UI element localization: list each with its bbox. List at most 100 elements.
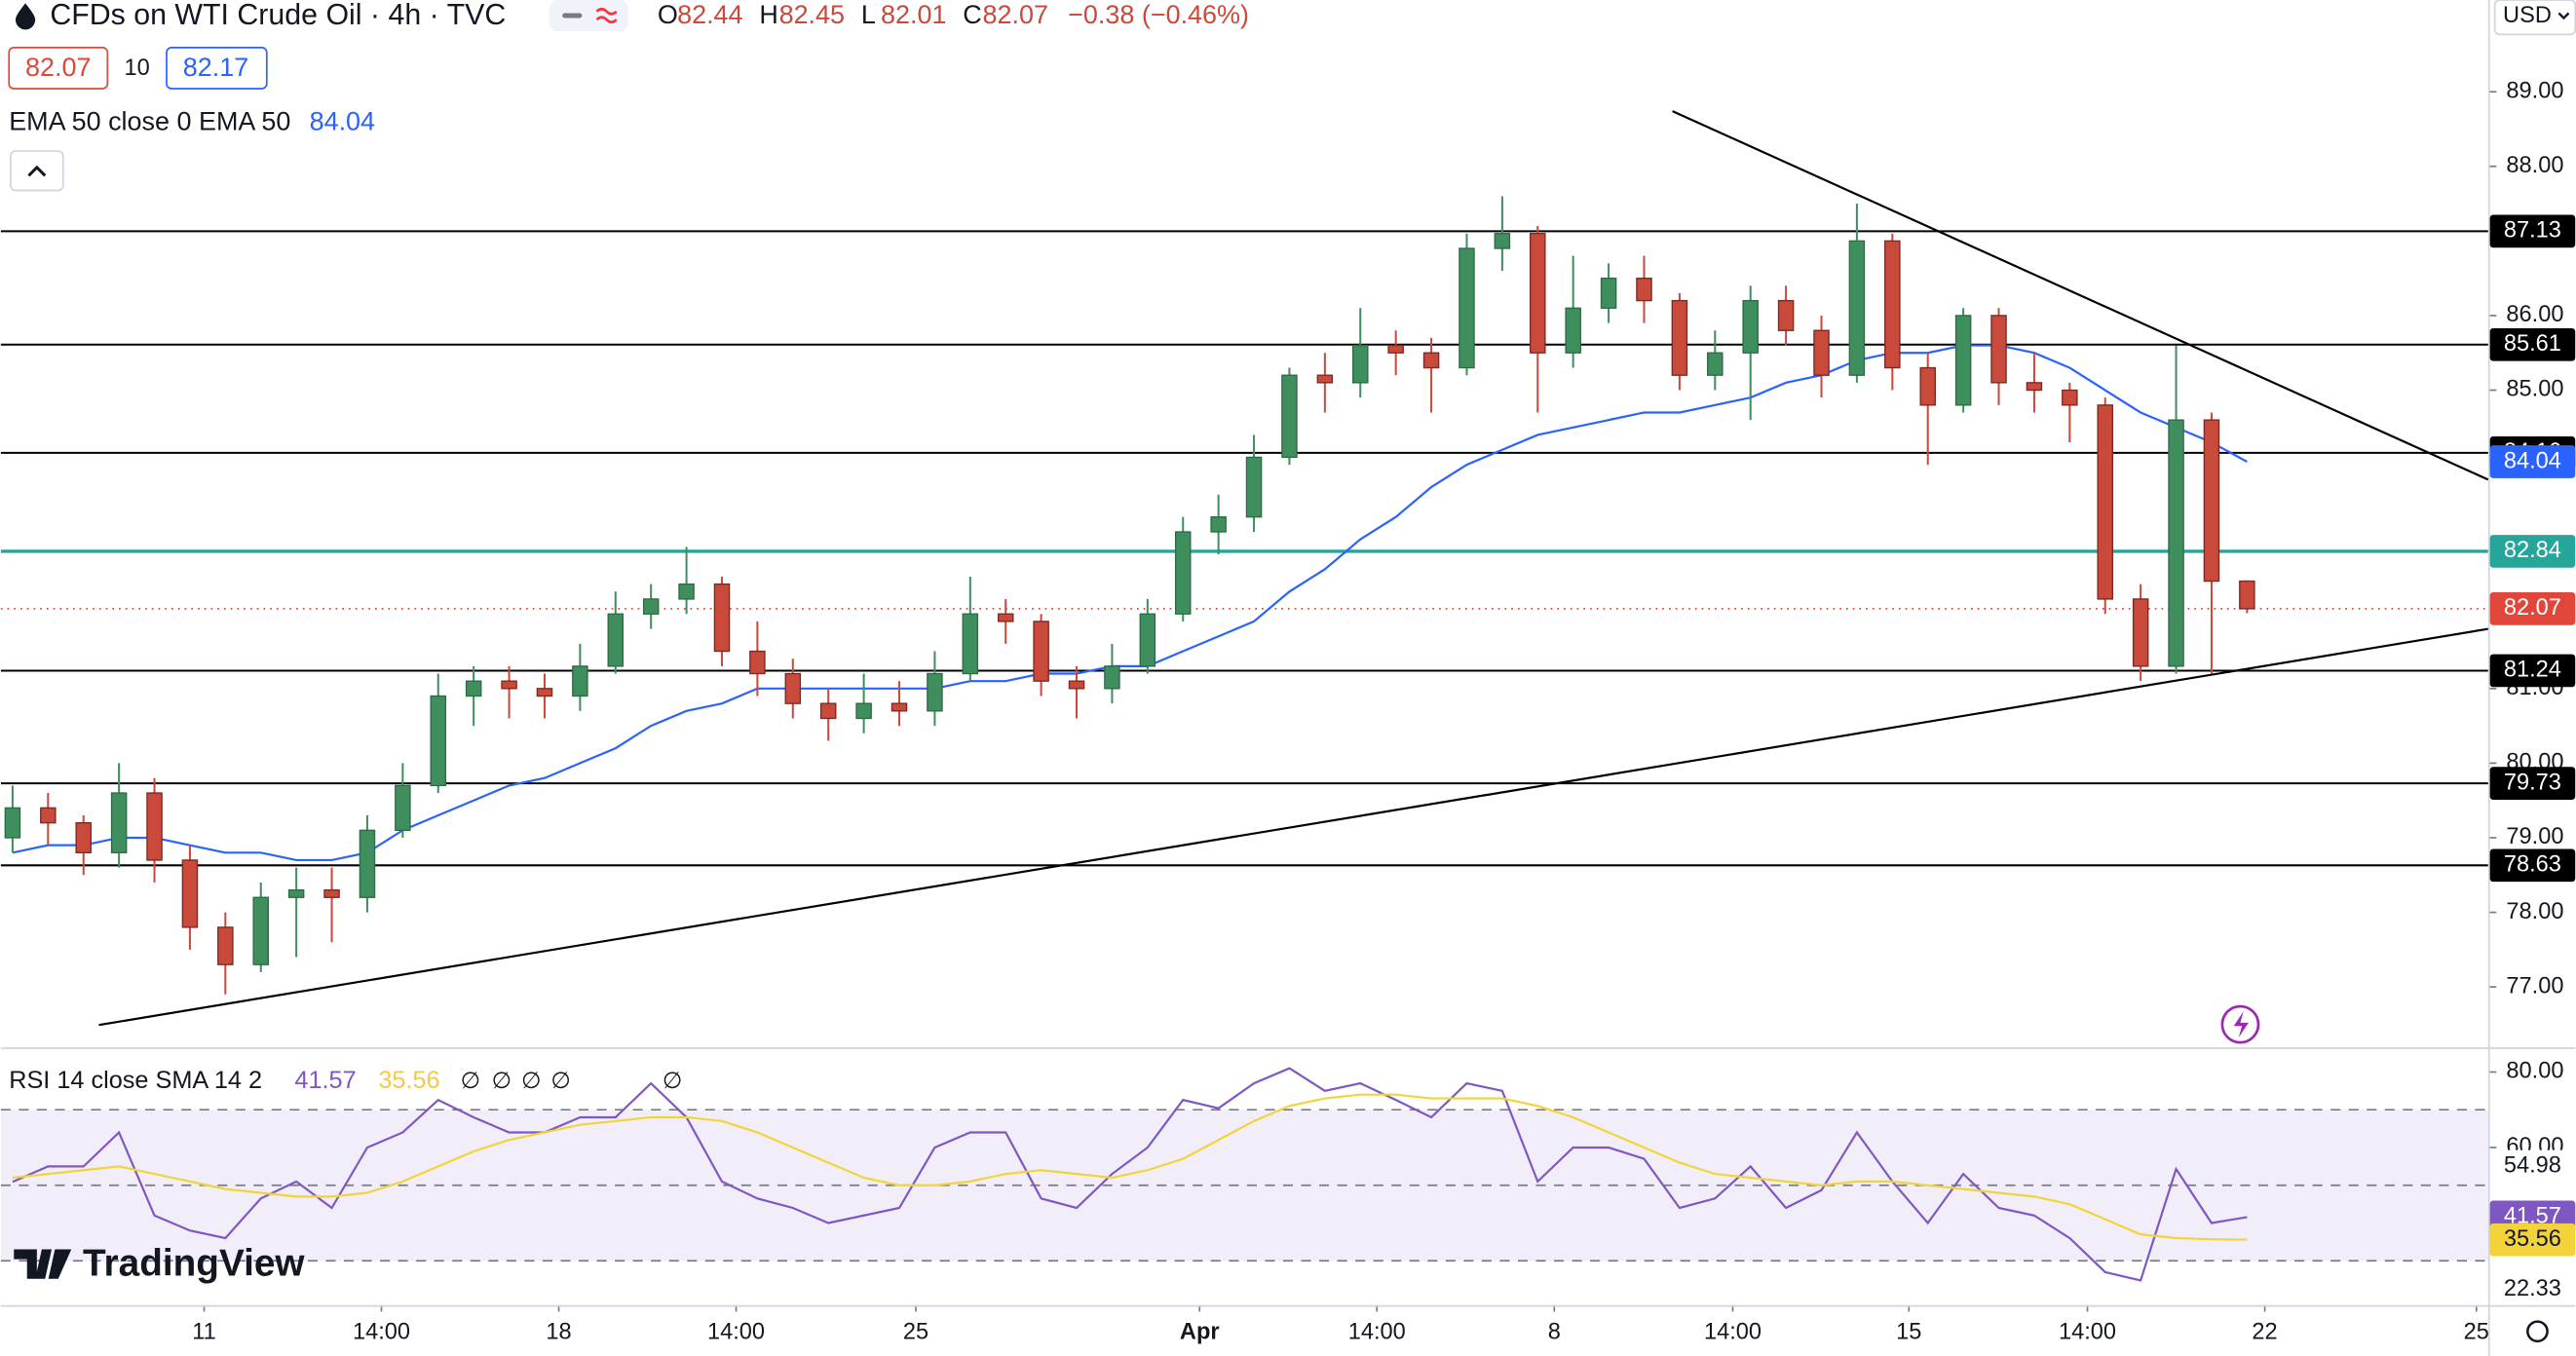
candle-body — [713, 583, 731, 653]
status-pill[interactable] — [549, 0, 628, 32]
ema-line — [12, 344, 2248, 862]
candle-body — [1139, 613, 1156, 667]
x-tick-label: Apr — [1180, 1319, 1220, 1344]
x-tick-label: 22 — [2252, 1319, 2277, 1344]
level-badge-bg — [2489, 767, 2576, 800]
status-icon — [562, 13, 583, 19]
ohlc-value: 82.45 — [779, 0, 845, 29]
candle-body — [607, 613, 625, 667]
level-badge-bg — [2489, 848, 2576, 883]
ohlc-value: 82.44 — [677, 0, 742, 29]
na-marker: ∅ — [461, 1068, 481, 1093]
ema-badge-bg — [2489, 445, 2576, 478]
price-pane — [0, 110, 2488, 1027]
candle-body — [2203, 419, 2220, 583]
y-tick-label: 86.00 — [2506, 301, 2563, 326]
axes: 77.0078.0079.0080.0081.0085.0086.0087.00… — [192, 77, 2576, 1344]
candle-body — [359, 829, 376, 898]
rsi-band — [0, 1110, 2488, 1262]
level-badge-bg — [2489, 214, 2576, 248]
candle-body — [1494, 233, 1511, 249]
candle-body — [890, 702, 908, 712]
ema-legend[interactable]: EMA 50 close 0 EMA 50 — [9, 107, 290, 136]
candle-body — [1210, 516, 1227, 533]
level-badge: 78.63 — [2504, 851, 2561, 877]
ema-badge: 84.04 — [2504, 447, 2561, 472]
candle-body — [465, 680, 482, 697]
ask-price: 82.17 — [183, 53, 248, 82]
candle-body — [1848, 240, 1866, 376]
collapse-button[interactable] — [10, 150, 64, 192]
settings-button[interactable] — [2518, 1315, 2557, 1348]
candle-body — [749, 650, 766, 675]
candle-body — [1352, 344, 1369, 384]
sma-legend-value: 35.56 — [378, 1067, 439, 1094]
brand-name: TradingView — [83, 1243, 305, 1285]
candle-body — [642, 598, 660, 615]
sma-badge: 35.56 — [2504, 1225, 2561, 1251]
rsi-legend-value: 41.57 — [294, 1067, 356, 1094]
rsi-pane — [0, 1067, 2488, 1282]
candle-body — [855, 702, 872, 720]
level-badge: 87.13 — [2504, 217, 2561, 243]
candle-body — [1636, 277, 1652, 302]
y-tick-label: 77.00 — [2506, 972, 2563, 998]
candle-body — [819, 702, 837, 720]
candle-body — [997, 613, 1014, 622]
candle-body — [1387, 344, 1404, 354]
candle-body — [217, 926, 234, 965]
ohlc-key: O — [658, 0, 678, 29]
key-level-badge-bg — [2489, 535, 2576, 568]
candle-body — [1281, 374, 1298, 459]
candle-body — [4, 807, 21, 839]
candle-body — [110, 792, 128, 853]
x-tick-label: 14:00 — [1704, 1319, 1762, 1344]
level-badge: 81.24 — [2504, 657, 2561, 682]
y-tick-label: 79.00 — [2506, 823, 2563, 848]
currency-button[interactable] — [2493, 0, 2576, 36]
candle-body — [1600, 277, 1617, 309]
sma-badge-bg — [2489, 1223, 2576, 1257]
brand-logo — [14, 1249, 72, 1279]
x-tick-label: 15 — [1896, 1319, 1921, 1344]
candle-body — [2062, 389, 2078, 406]
candle-body — [252, 896, 269, 965]
rsi-axis-value-bg — [2489, 1149, 2576, 1184]
bid-box[interactable] — [8, 47, 109, 90]
rsi-legend-name[interactable]: RSI 14 close SMA 14 2 — [9, 1067, 262, 1094]
candle-body — [501, 680, 517, 690]
x-tick-label: 14:00 — [353, 1319, 410, 1344]
ohlc-key: H — [759, 0, 777, 29]
ohlc-value: 82.07 — [983, 0, 1048, 29]
candle-body — [2097, 404, 2113, 600]
x-tick-label: 18 — [546, 1319, 571, 1344]
bolt-icon — [2233, 1011, 2249, 1038]
candle-body — [1565, 307, 1581, 354]
ema-legend-value: 84.04 — [310, 107, 375, 136]
candle-body — [678, 583, 695, 600]
na-marker: ∅ — [521, 1068, 542, 1093]
trendline — [98, 627, 2488, 1027]
x-tick-label: 25 — [903, 1319, 928, 1344]
symbol-title[interactable]: CFDs on WTI Crude Oil · 4h · TVC — [50, 0, 506, 31]
candle-body — [1813, 329, 1830, 376]
rsi-line — [12, 1067, 2248, 1282]
candle-body — [962, 613, 979, 675]
candle-body — [323, 888, 340, 898]
candle-body — [1316, 374, 1334, 384]
ask-box[interactable] — [166, 47, 268, 90]
x-tick-label: 8 — [1548, 1319, 1561, 1344]
y-tick-label: 88.00 — [2506, 152, 2563, 177]
candle-body — [1033, 621, 1049, 682]
candle-body — [1458, 247, 1475, 369]
key-level-badge: 82.84 — [2504, 537, 2561, 562]
candle-body — [784, 672, 802, 704]
ohlc-key: C — [963, 0, 981, 29]
candle-body — [1707, 352, 1724, 376]
bid-price: 82.07 — [25, 53, 91, 82]
settings-icon — [2526, 1320, 2549, 1343]
last-price-badge: 82.07 — [2504, 594, 2561, 620]
candle-body — [572, 665, 588, 697]
